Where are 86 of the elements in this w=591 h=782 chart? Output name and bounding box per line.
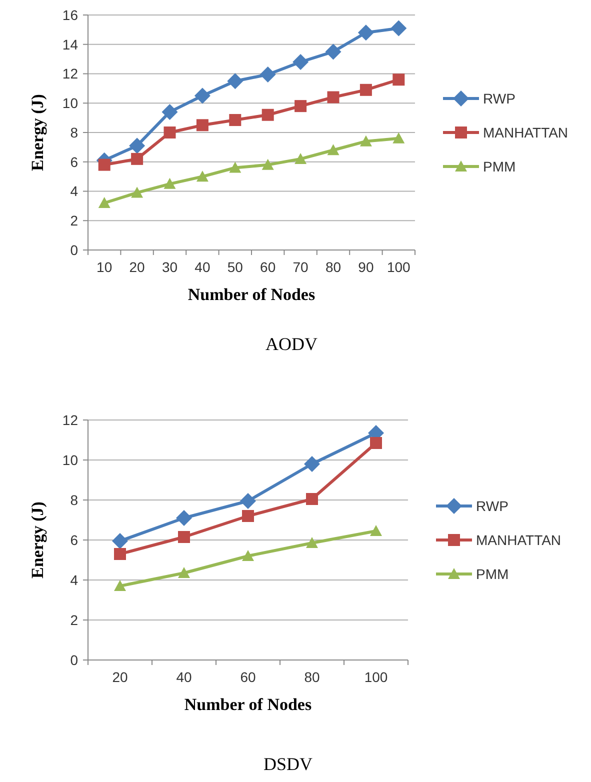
legend-label: PMM [476,566,509,582]
x-tick-label: 80 [304,669,320,685]
y-tick-label: 8 [70,124,78,140]
point [114,580,126,591]
point [229,114,242,126]
point [390,20,407,36]
point [294,152,307,164]
point [194,88,210,104]
point [306,537,318,548]
x-tick-label: 60 [240,669,256,685]
point [306,493,318,505]
x-tick-label: 90 [358,259,374,275]
y-tick-label: 2 [70,612,78,628]
x-tick-label: 80 [325,259,342,275]
y-tick-label: 16 [62,6,78,23]
point [370,437,382,449]
x-tick-label: 40 [176,669,192,685]
x-tick-label: 10 [96,259,112,275]
y-tick-label: 4 [70,183,78,200]
legend-label: RWP [483,90,516,106]
point [240,493,256,509]
y-tick-label: 0 [70,242,78,258]
x-tick-label: 50 [227,259,244,275]
y-axis-title: Energy (J) [28,502,47,578]
legend-label: MANHATTAN [483,124,568,140]
point [294,100,307,112]
point [370,525,382,536]
y-axis-title: Energy (J) [28,94,47,171]
point [260,66,276,82]
point [98,197,110,208]
text: DSDV [263,754,313,774]
point [178,567,190,578]
y-tick-label: 6 [70,154,78,170]
y-tick-label: 10 [62,452,78,468]
x-tick-label: 30 [162,259,178,275]
point [304,456,320,472]
point [358,24,374,41]
point [242,510,254,522]
legend-label: PMM [483,158,516,174]
y-tick-label: 14 [62,36,78,52]
point [196,119,208,132]
y-tick-label: 10 [62,95,78,112]
point [131,152,144,165]
x-tick-label: 20 [112,669,128,685]
point [129,138,146,154]
point [196,170,208,182]
point [178,531,190,543]
point [327,144,340,156]
legend-label: MANHATTAN [476,532,562,548]
y-tick-label: 8 [70,492,78,508]
y-tick-label: 6 [70,532,78,548]
point [164,178,176,189]
point [325,44,342,60]
y-tick-label: 2 [70,212,78,229]
x-axis-title: Number of Nodes [184,695,312,714]
x-tick-label: 70 [292,259,309,275]
x-tick-label: 100 [364,669,388,685]
x-tick-label: 60 [260,259,276,275]
point [229,162,242,173]
point [327,91,340,104]
y-tick-label: 12 [62,412,78,428]
point [176,510,192,526]
point [360,84,372,96]
point [112,533,128,549]
legend-label: RWP [476,498,508,514]
point [360,135,372,146]
y-tick-label: 12 [62,66,78,82]
point [262,158,274,170]
point [114,548,126,560]
x-tick-label: 100 [386,259,411,275]
y-tick-label: 4 [70,572,78,588]
point [227,73,244,90]
point [131,186,144,198]
text: AODV [266,334,318,354]
y-tick-label: 0 [70,652,78,668]
point [164,126,176,138]
point [162,104,178,120]
point [392,132,405,144]
point [292,54,309,70]
x-tick-label: 40 [194,259,210,275]
x-tick-label: 20 [129,259,146,275]
point [242,550,254,561]
point [262,108,274,121]
point [98,158,110,171]
point [392,74,405,86]
x-axis-title: Number of Nodes [188,285,316,304]
